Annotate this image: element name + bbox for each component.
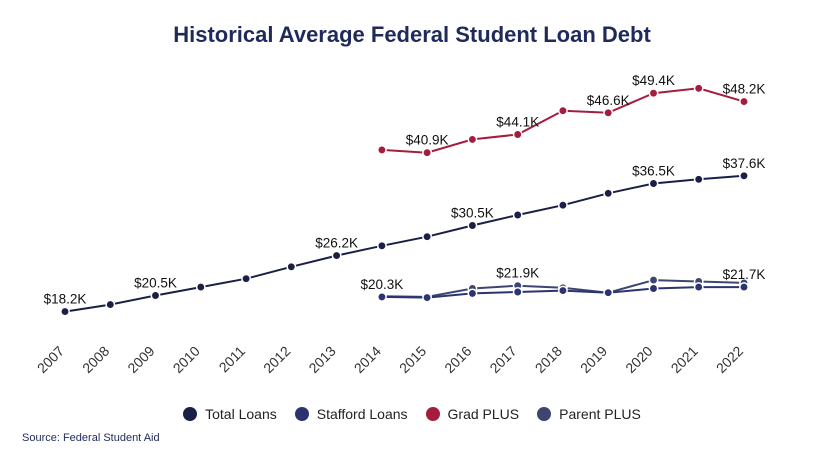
- point-grad-plus-2014: [376, 144, 387, 155]
- data-label-total-loans-2016: $30.5K: [451, 206, 494, 221]
- x-tick-label-2013: 2013: [305, 343, 338, 376]
- data-label-total-loans-2009: $20.5K: [134, 276, 177, 291]
- data-label-total-loans-2020: $36.5K: [632, 164, 675, 179]
- data-label-parent-plus-2017: $21.9K: [496, 266, 539, 281]
- point-stafford-loans-2017: [512, 287, 523, 297]
- data-label-grad-plus-2015: $40.9K: [406, 133, 449, 148]
- data-label-total-loans-2007: $18.2K: [44, 292, 87, 307]
- source-note: Source: Federal Student Aid: [22, 432, 160, 444]
- point-parent-plus-2020: [648, 275, 659, 286]
- point-total-loans-2009: [150, 290, 161, 301]
- point-total-loans-2018: [557, 200, 568, 211]
- x-tick-label-2012: 2012: [260, 343, 293, 376]
- point-stafford-loans-2020: [648, 283, 659, 294]
- x-tick-label-2022: 2022: [713, 343, 746, 376]
- x-tick-label-2020: 2020: [622, 343, 655, 376]
- x-tick-label-2015: 2015: [396, 343, 429, 376]
- point-total-loans-2022: [739, 170, 749, 181]
- x-tick-label-2009: 2009: [124, 343, 157, 376]
- point-total-loans-2007: [60, 306, 70, 317]
- data-label-stafford-loans-2022: $21.7K: [723, 267, 766, 282]
- legend-label-parent-plus: Parent PLUS: [559, 406, 641, 422]
- point-total-loans-2016: [467, 220, 478, 231]
- point-total-loans-2011: [241, 273, 252, 284]
- data-label-grad-plus-2019: $46.6K: [587, 93, 630, 108]
- legend-item-grad-plus: Grad PLUS: [425, 406, 520, 422]
- x-tick-label-2008: 2008: [79, 343, 112, 376]
- point-stafford-loans-2022: [739, 282, 749, 293]
- point-grad-plus-2020: [648, 88, 659, 99]
- point-total-loans-2020: [648, 178, 659, 189]
- data-label-total-loans-2013: $26.2K: [315, 236, 358, 251]
- legend-swatch-total-loans: [183, 407, 198, 421]
- data-label-grad-plus-2022: $48.2K: [723, 82, 766, 97]
- data-label-grad-plus-2017: $44.1K: [496, 115, 539, 130]
- data-label-stafford-loans-2014: $20.3K: [361, 277, 404, 292]
- point-grad-plus-2016: [467, 134, 478, 145]
- legend: Total Loans Stafford Loans Grad PLUS Parent…: [0, 406, 824, 422]
- x-tick-label-2007: 2007: [34, 343, 67, 376]
- point-total-loans-2019: [603, 188, 614, 199]
- point-total-loans-2015: [422, 231, 433, 242]
- point-grad-plus-2017: [512, 129, 523, 140]
- data-label-total-loans-2022: $37.6K: [723, 156, 766, 171]
- point-grad-plus-2019: [603, 107, 614, 118]
- point-total-loans-2017: [512, 210, 523, 220]
- legend-label-stafford-loans: Stafford Loans: [316, 406, 408, 422]
- point-stafford-loans-2018: [557, 285, 568, 296]
- point-grad-plus-2022: [739, 96, 749, 107]
- point-total-loans-2013: [331, 250, 342, 261]
- point-total-loans-2021: [693, 174, 704, 185]
- x-tick-label-2018: 2018: [532, 343, 565, 376]
- point-grad-plus-2021: [693, 83, 704, 94]
- point-stafford-loans-2016: [467, 288, 478, 299]
- point-grad-plus-2015: [422, 147, 433, 158]
- legend-label-grad-plus: Grad PLUS: [447, 406, 520, 422]
- x-tick-label-2021: 2021: [668, 343, 701, 376]
- data-label-grad-plus-2020: $49.4K: [632, 73, 675, 88]
- legend-item-stafford-loans: Stafford Loans: [294, 406, 408, 422]
- point-stafford-loans-2014: [376, 291, 387, 302]
- x-tick-label-2011: 2011: [216, 343, 249, 376]
- point-grad-plus-2018: [557, 105, 568, 116]
- point-total-loans-2008: [105, 299, 116, 310]
- point-stafford-loans-2015: [422, 292, 433, 303]
- point-stafford-loans-2021: [693, 282, 704, 293]
- legend-item-parent-plus: Parent PLUS: [537, 406, 641, 422]
- x-tick-label-2017: 2017: [486, 343, 519, 376]
- legend-item-total-loans: Total Loans: [183, 406, 277, 422]
- point-total-loans-2014: [376, 240, 387, 251]
- point-total-loans-2012: [286, 261, 297, 272]
- chart-title: Historical Average Federal Student Loan …: [173, 22, 651, 47]
- point-total-loans-2010: [195, 282, 206, 293]
- x-tick-label-2014: 2014: [351, 343, 384, 376]
- legend-label-total-loans: Total Loans: [205, 406, 277, 422]
- x-tick-label-2019: 2019: [577, 343, 610, 376]
- series-line-total-loans: [64, 174, 745, 313]
- legend-swatch-parent-plus: [537, 407, 552, 421]
- legend-swatch-stafford-loans: [294, 407, 309, 421]
- point-stafford-loans-2019: [603, 287, 614, 298]
- x-tick-label-2016: 2016: [441, 343, 474, 376]
- legend-swatch-grad-plus: [425, 407, 440, 421]
- x-tick-label-2010: 2010: [170, 343, 203, 376]
